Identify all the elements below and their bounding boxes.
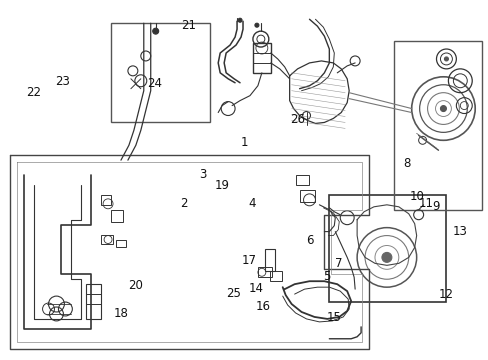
- Text: 24: 24: [147, 77, 162, 90]
- Text: 22: 22: [26, 86, 41, 99]
- Bar: [269, 271, 281, 281]
- Bar: [295, 175, 309, 185]
- Bar: [86, 284, 101, 319]
- Circle shape: [440, 105, 446, 112]
- Bar: [116, 239, 126, 247]
- Circle shape: [444, 57, 447, 61]
- Text: 26: 26: [290, 113, 305, 126]
- Bar: [101, 195, 111, 205]
- Text: 23: 23: [55, 75, 70, 88]
- Circle shape: [152, 28, 158, 34]
- Bar: [252, 43, 270, 73]
- Text: 5: 5: [323, 270, 330, 283]
- Text: 4: 4: [247, 197, 255, 210]
- Text: 3: 3: [199, 168, 206, 181]
- Bar: [101, 235, 113, 244]
- Text: 6: 6: [305, 234, 313, 247]
- Text: 17: 17: [242, 254, 256, 267]
- Circle shape: [254, 23, 258, 27]
- Text: 14: 14: [248, 283, 264, 296]
- Bar: [111, 210, 122, 222]
- Text: 1: 1: [240, 136, 248, 149]
- Bar: [264, 249, 274, 271]
- Circle shape: [381, 252, 391, 262]
- Text: 20: 20: [128, 279, 142, 292]
- Text: 7: 7: [335, 257, 342, 270]
- Bar: [257, 267, 271, 277]
- Text: 15: 15: [326, 311, 341, 324]
- Bar: [299, 190, 315, 202]
- Text: 2: 2: [180, 197, 187, 210]
- Text: 10: 10: [408, 190, 423, 203]
- Text: 12: 12: [437, 288, 452, 301]
- Text: 8: 8: [403, 157, 410, 170]
- Text: 16: 16: [255, 300, 270, 313]
- Text: 18: 18: [113, 307, 128, 320]
- Bar: [328, 195, 446, 302]
- Bar: [111, 23, 210, 122]
- Text: 9: 9: [431, 200, 439, 213]
- Text: 19: 19: [215, 179, 230, 192]
- Circle shape: [238, 18, 242, 22]
- Text: 11: 11: [418, 197, 433, 210]
- Text: 21: 21: [181, 19, 196, 32]
- Bar: [393, 41, 481, 210]
- Text: 25: 25: [226, 287, 241, 300]
- Text: 13: 13: [452, 225, 467, 238]
